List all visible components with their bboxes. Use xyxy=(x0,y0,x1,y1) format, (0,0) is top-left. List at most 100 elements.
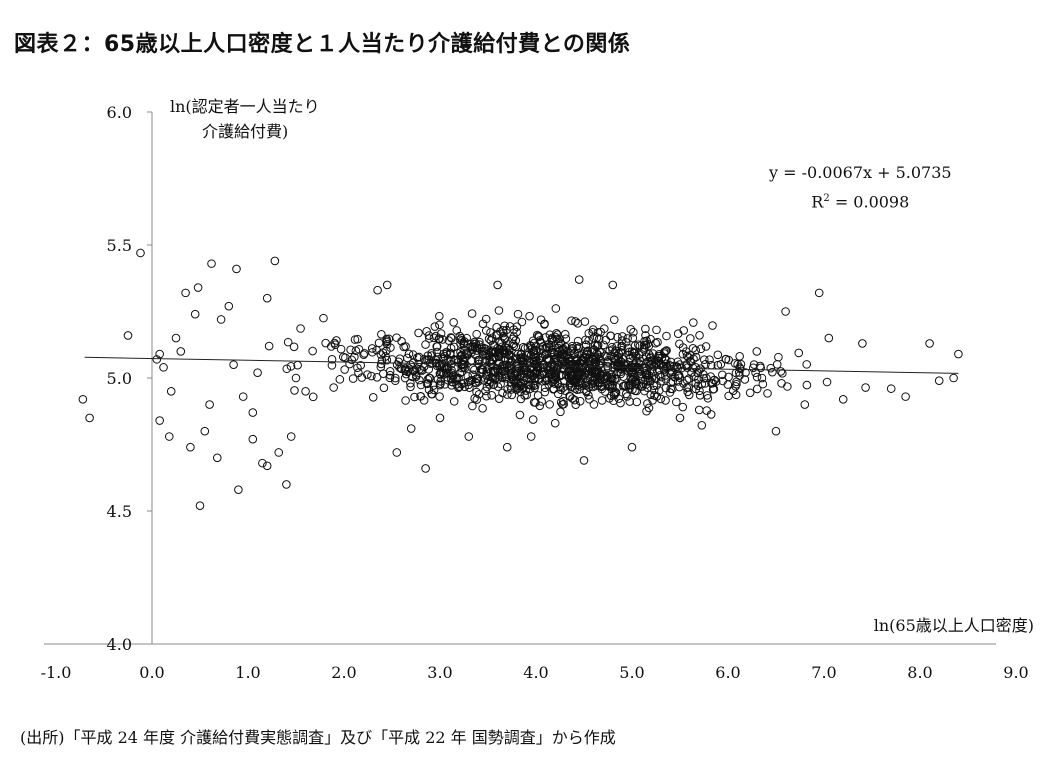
data-point xyxy=(660,349,669,358)
data-point xyxy=(536,345,545,354)
data-point xyxy=(473,355,483,365)
data-point xyxy=(686,334,695,343)
data-point xyxy=(656,372,666,382)
data-point xyxy=(436,367,446,376)
data-point xyxy=(367,371,376,381)
data-point xyxy=(545,369,555,379)
data-point xyxy=(618,332,627,341)
data-point xyxy=(824,333,834,343)
axes: 4.0 4.5 5.0 5.5 6.0 -1.0 0.0 1.0 2.0 3.0 4.0 5.0 6.0… xyxy=(41,103,1029,682)
data-point xyxy=(758,379,768,389)
data-point xyxy=(598,372,608,381)
data-point xyxy=(424,355,434,364)
data-point xyxy=(421,464,430,473)
data-point xyxy=(643,373,653,383)
data-point xyxy=(454,373,463,383)
data-point xyxy=(534,332,544,342)
data-point xyxy=(451,373,460,383)
x-tick-label: 7.0 xyxy=(811,663,836,682)
data-point xyxy=(274,448,284,457)
data-point xyxy=(608,383,617,393)
data-point xyxy=(540,319,549,329)
data-point xyxy=(229,360,238,370)
data-point xyxy=(646,334,655,344)
data-point xyxy=(264,341,274,351)
data-point xyxy=(384,334,394,344)
data-point xyxy=(699,374,709,383)
data-point xyxy=(524,380,534,390)
data-point xyxy=(549,362,559,372)
data-point xyxy=(538,363,548,372)
data-point xyxy=(514,363,523,373)
data-point xyxy=(532,330,542,340)
r-squared-exponent: 2 xyxy=(823,193,830,204)
data-point xyxy=(643,383,652,392)
data-point xyxy=(625,347,634,357)
data-point xyxy=(609,315,619,325)
x-tick-label: 8.0 xyxy=(907,663,932,682)
data-point xyxy=(751,368,760,377)
data-point xyxy=(567,343,577,353)
data-point xyxy=(766,363,776,373)
data-point xyxy=(429,333,439,343)
r-squared-value: = 0.0098 xyxy=(834,192,910,212)
data-point xyxy=(599,324,609,333)
data-point xyxy=(234,485,243,495)
data-point xyxy=(486,377,495,386)
data-point xyxy=(354,344,364,354)
y-tick-label: 5.0 xyxy=(107,369,132,388)
data-point xyxy=(701,359,710,369)
data-point xyxy=(661,375,671,384)
data-point xyxy=(675,382,684,392)
data-point xyxy=(628,333,638,343)
data-point xyxy=(429,385,439,395)
data-point xyxy=(423,379,433,388)
data-point xyxy=(541,333,550,342)
data-point xyxy=(286,432,296,441)
data-point xyxy=(646,376,655,386)
data-point xyxy=(639,344,649,354)
x-tick-label: 5.0 xyxy=(619,663,644,682)
data-point xyxy=(200,426,210,436)
data-point xyxy=(665,361,674,370)
data-point xyxy=(372,373,382,382)
data-point xyxy=(412,364,422,373)
data-point xyxy=(661,371,670,380)
data-point xyxy=(675,373,685,382)
data-point xyxy=(627,362,636,371)
data-point xyxy=(597,348,606,357)
chart-title: 図表２：65歳以上人口密度と１人当たり介護給付費との関係 xyxy=(14,32,631,57)
data-point xyxy=(693,368,703,378)
data-point xyxy=(502,343,512,353)
data-point xyxy=(605,393,614,403)
data-point xyxy=(327,355,337,364)
data-point xyxy=(390,376,400,386)
data-point xyxy=(483,375,493,384)
r-squared-line: R2 = 0.0098 xyxy=(769,186,952,215)
data-point xyxy=(472,387,481,397)
data-point xyxy=(512,322,522,331)
data-point xyxy=(555,346,565,355)
data-point xyxy=(733,360,742,369)
data-point xyxy=(515,410,525,420)
data-point xyxy=(502,442,512,452)
data-point xyxy=(621,389,631,399)
data-point xyxy=(485,355,495,365)
data-point xyxy=(689,318,698,327)
data-point xyxy=(540,387,550,397)
data-point xyxy=(494,394,504,403)
data-point xyxy=(516,350,526,359)
data-point xyxy=(618,381,628,391)
data-point xyxy=(353,334,362,344)
data-point xyxy=(216,315,226,324)
data-point xyxy=(736,359,746,369)
data-point xyxy=(723,380,733,389)
data-point xyxy=(482,364,492,374)
data-point xyxy=(695,330,704,340)
data-point xyxy=(286,362,296,371)
data-point xyxy=(414,352,424,362)
data-point xyxy=(511,366,521,376)
data-point xyxy=(708,321,717,330)
data-point xyxy=(463,377,473,387)
